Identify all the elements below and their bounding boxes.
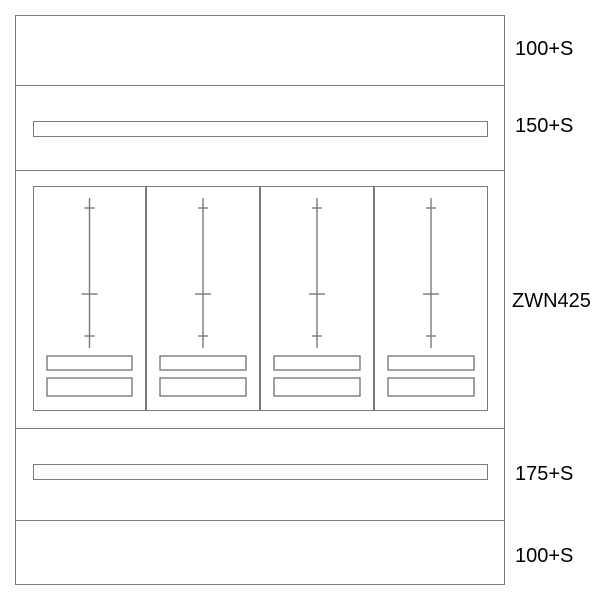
- module-glyph-3: [260, 186, 374, 411]
- row-divider-3: [15, 428, 505, 429]
- label-row3: ZWN425: [512, 290, 591, 313]
- label-row5: 100+S: [515, 545, 573, 568]
- module-glyph-4: [374, 186, 488, 411]
- label-row4: 175+S: [515, 463, 573, 486]
- row-divider-1: [15, 85, 505, 86]
- label-row1: 100+S: [515, 38, 573, 61]
- label-row2: 150+S: [515, 115, 573, 138]
- rail-bottom: [33, 464, 488, 480]
- diagram-canvas: 100+S 150+S ZWN425 175+S 100+S: [0, 0, 600, 600]
- module-glyph-2: [146, 186, 260, 411]
- row-divider-2: [15, 170, 505, 171]
- module-glyph-1: [33, 186, 146, 411]
- rail-top: [33, 121, 488, 137]
- row-divider-4: [15, 520, 505, 521]
